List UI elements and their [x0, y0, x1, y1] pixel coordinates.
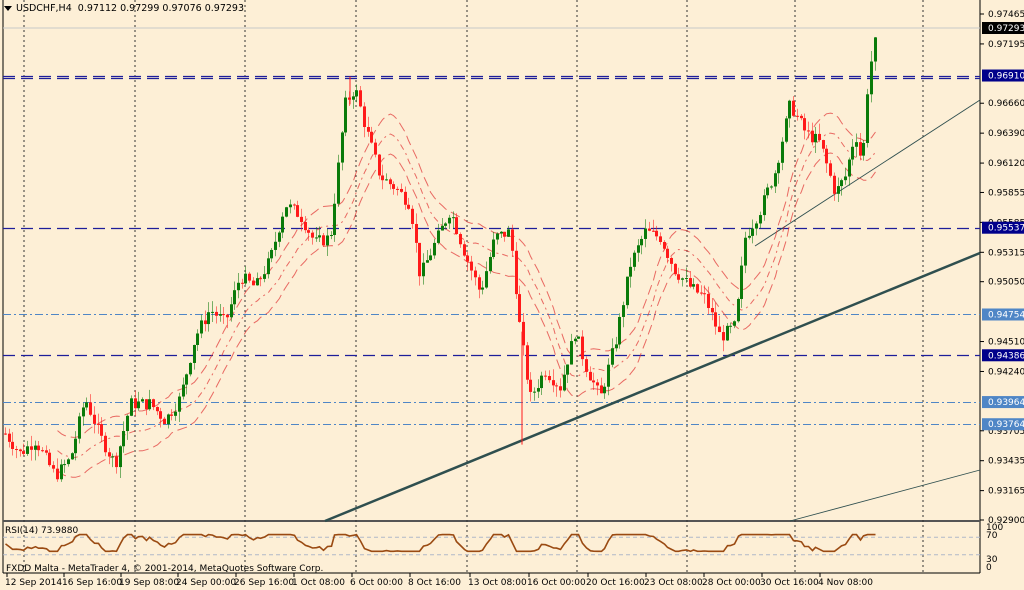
time-tick: 8 Oct 16:00	[408, 578, 461, 588]
copyright-text: FXDD Malta - MetaTrader 4, © 2001-2014, …	[6, 564, 324, 574]
price-label: 0.94386	[988, 351, 1024, 361]
chart-title: USDCHF,H4 0.97112 0.97299 0.97076 0.9729…	[4, 3, 244, 14]
rsi-label: RSI(14) 73.9880	[5, 526, 79, 536]
time-tick: 24 Sep 00:00	[176, 578, 236, 588]
rsi-tick: 0	[986, 563, 992, 573]
price-tick: 0.94240	[988, 367, 1024, 377]
time-tick: 12 Sep 2014	[5, 578, 62, 588]
price-tick: 0.95855	[988, 188, 1024, 198]
rsi-tick: 30	[986, 555, 998, 565]
horizontal-levels[interactable]	[3, 75, 980, 425]
time-tick: 16 Sep 16:00	[62, 578, 122, 588]
price-tick: 0.97465	[988, 10, 1024, 20]
rsi-tick: 70	[986, 531, 998, 541]
price-tick: 0.95050	[988, 278, 1024, 288]
price-tick: 0.97195	[988, 40, 1024, 50]
price-label: 0.94754	[988, 310, 1024, 320]
candlesticks	[4, 36, 877, 482]
price-label: 0.95537	[988, 224, 1024, 234]
price-axis[interactable]: 0.97465 0.97195 0.96660 0.96390 0.96120 0.958…	[980, 10, 1024, 573]
dropdown-triangle-icon[interactable]	[4, 6, 12, 11]
rsi-tick: 100	[986, 523, 1003, 533]
rsi-panel	[3, 533, 980, 556]
vertical-grid	[23, 0, 924, 573]
time-tick: 1 Oct 08:00	[292, 578, 345, 588]
price-label: 0.97293	[988, 24, 1024, 34]
time-tick: 6 Oct 00:00	[350, 578, 403, 588]
time-tick: 13 Oct 08:00	[468, 578, 527, 588]
price-tick: 0.95315	[988, 248, 1024, 258]
time-tick: 16 Oct 00:00	[527, 578, 586, 588]
time-tick: 30 Oct 16:00	[760, 578, 819, 588]
price-tick: 0.93705	[988, 427, 1024, 437]
time-tick: 20 Oct 16:00	[586, 578, 645, 588]
price-tick: 0.94510	[988, 338, 1024, 348]
time-tick: 23 Oct 08:00	[644, 578, 703, 588]
time-tick: 4 Nov 08:00	[818, 578, 873, 588]
symbol-label: USDCHF,H4	[16, 3, 72, 14]
price-tick: 0.93165	[988, 487, 1024, 497]
time-tick: 28 Oct 00:00	[702, 578, 761, 588]
price-tick: 0.96390	[988, 129, 1024, 139]
price-label: 0.96910	[988, 72, 1024, 82]
ohlc-values: 0.97112 0.97299 0.97076 0.97293	[77, 3, 244, 14]
price-tick: 0.92900	[988, 516, 1024, 526]
price-label: 0.93764	[988, 420, 1024, 430]
price-tick: 0.96660	[988, 99, 1024, 109]
price-label: 0.93964	[988, 398, 1024, 408]
trendlines[interactable]	[324, 99, 981, 523]
price-tick: 0.93435	[988, 457, 1024, 467]
time-tick: 19 Sep 08:00	[119, 578, 179, 588]
time-tick: 26 Sep 16:00	[234, 578, 294, 588]
price-tick: 0.96120	[988, 159, 1024, 169]
